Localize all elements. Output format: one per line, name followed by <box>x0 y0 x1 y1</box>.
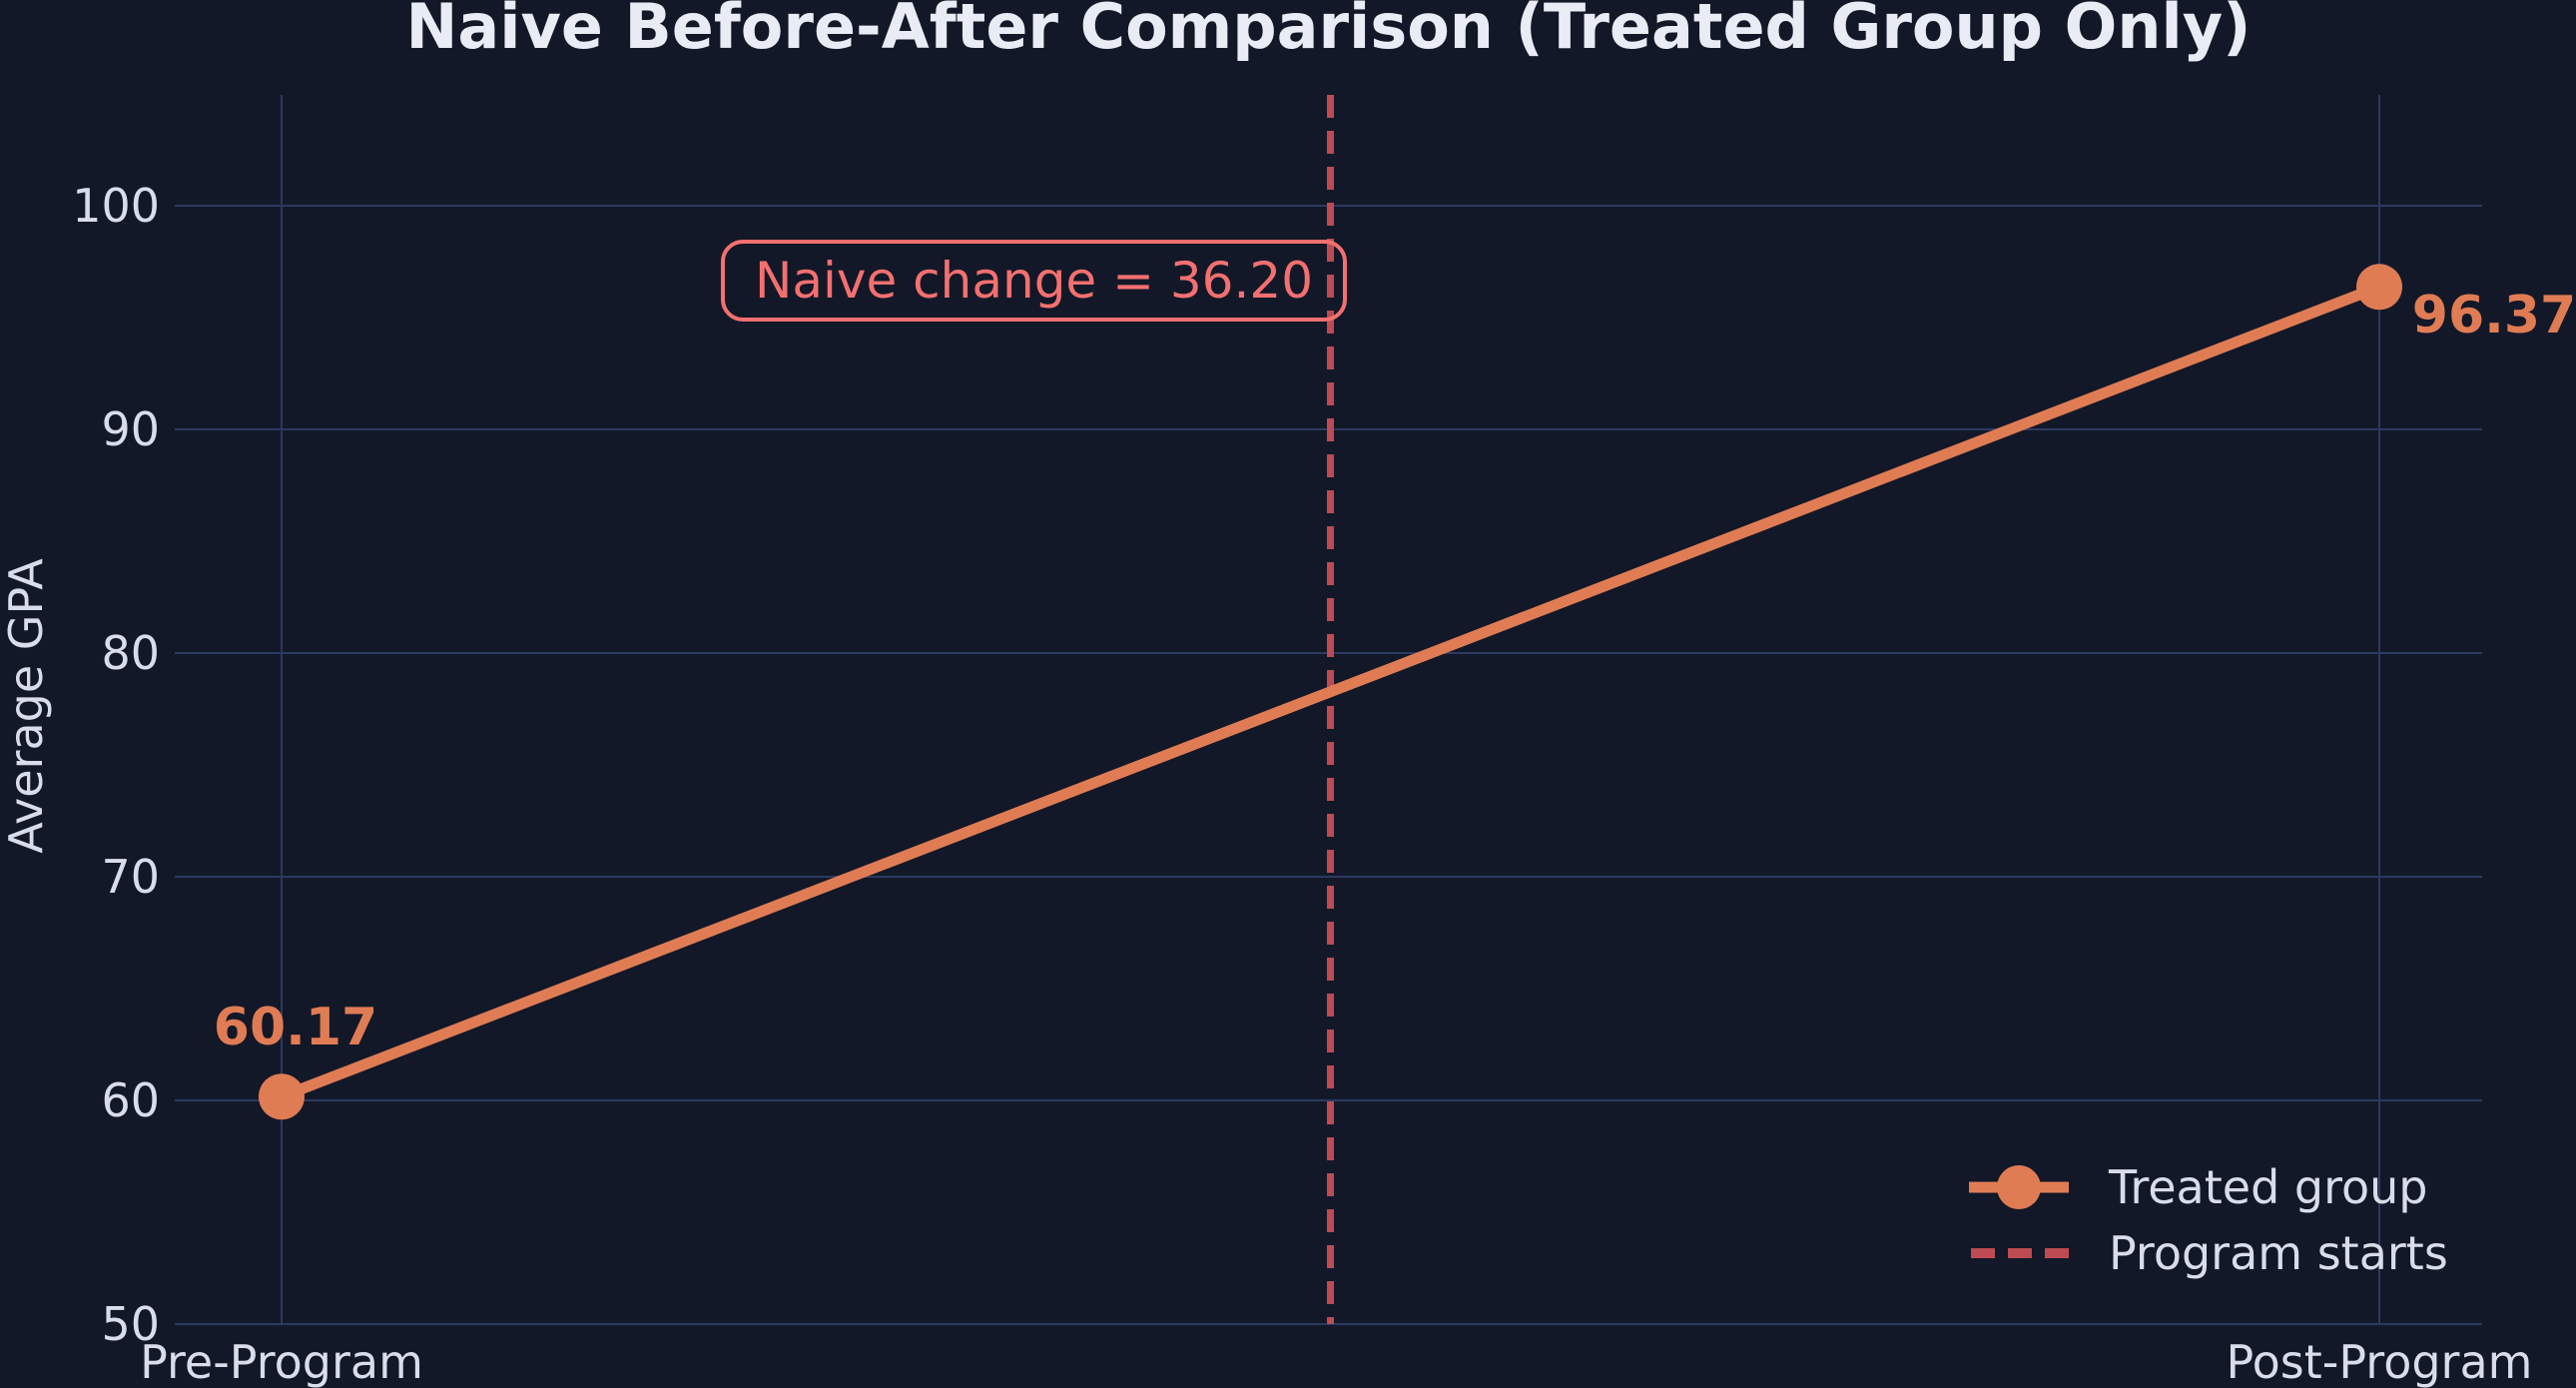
data-point-marker <box>2356 264 2402 311</box>
data-point-marker <box>259 1073 305 1120</box>
legend: Treated group Program starts <box>1969 1154 2448 1286</box>
dashed-line-icon <box>1971 1248 2069 1258</box>
y-tick-label: 50 <box>101 1297 160 1351</box>
legend-row-treated: Treated group <box>1969 1154 2448 1220</box>
treated-line <box>276 281 2385 1102</box>
x-tick-label-pre: Pre-Program <box>140 1335 423 1388</box>
x-tick-label-post: Post-Program <box>2226 1335 2533 1388</box>
treated-line-marker-icon <box>1969 1165 2069 1209</box>
y-tick-label: 80 <box>101 626 160 680</box>
y-tick-label: 90 <box>101 402 160 456</box>
y-tick-label: 60 <box>101 1073 160 1127</box>
data-point-label-pre: 60.17 <box>213 998 378 1058</box>
y-tick-label: 100 <box>72 179 160 233</box>
naive-change-annotation: Naive change = 36.20 <box>721 240 1348 322</box>
legend-label-program-starts: Program starts <box>2109 1226 2448 1280</box>
legend-row-program-starts: Program starts <box>1969 1220 2448 1286</box>
legend-label-treated: Treated group <box>2109 1160 2428 1214</box>
y-axis-label: Average GPA <box>0 558 53 854</box>
chart-title: Naive Before-After Comparison (Treated G… <box>405 0 2252 63</box>
y-tick-label: 70 <box>101 850 160 904</box>
data-point-label-post: 96.37 <box>2411 286 2576 347</box>
